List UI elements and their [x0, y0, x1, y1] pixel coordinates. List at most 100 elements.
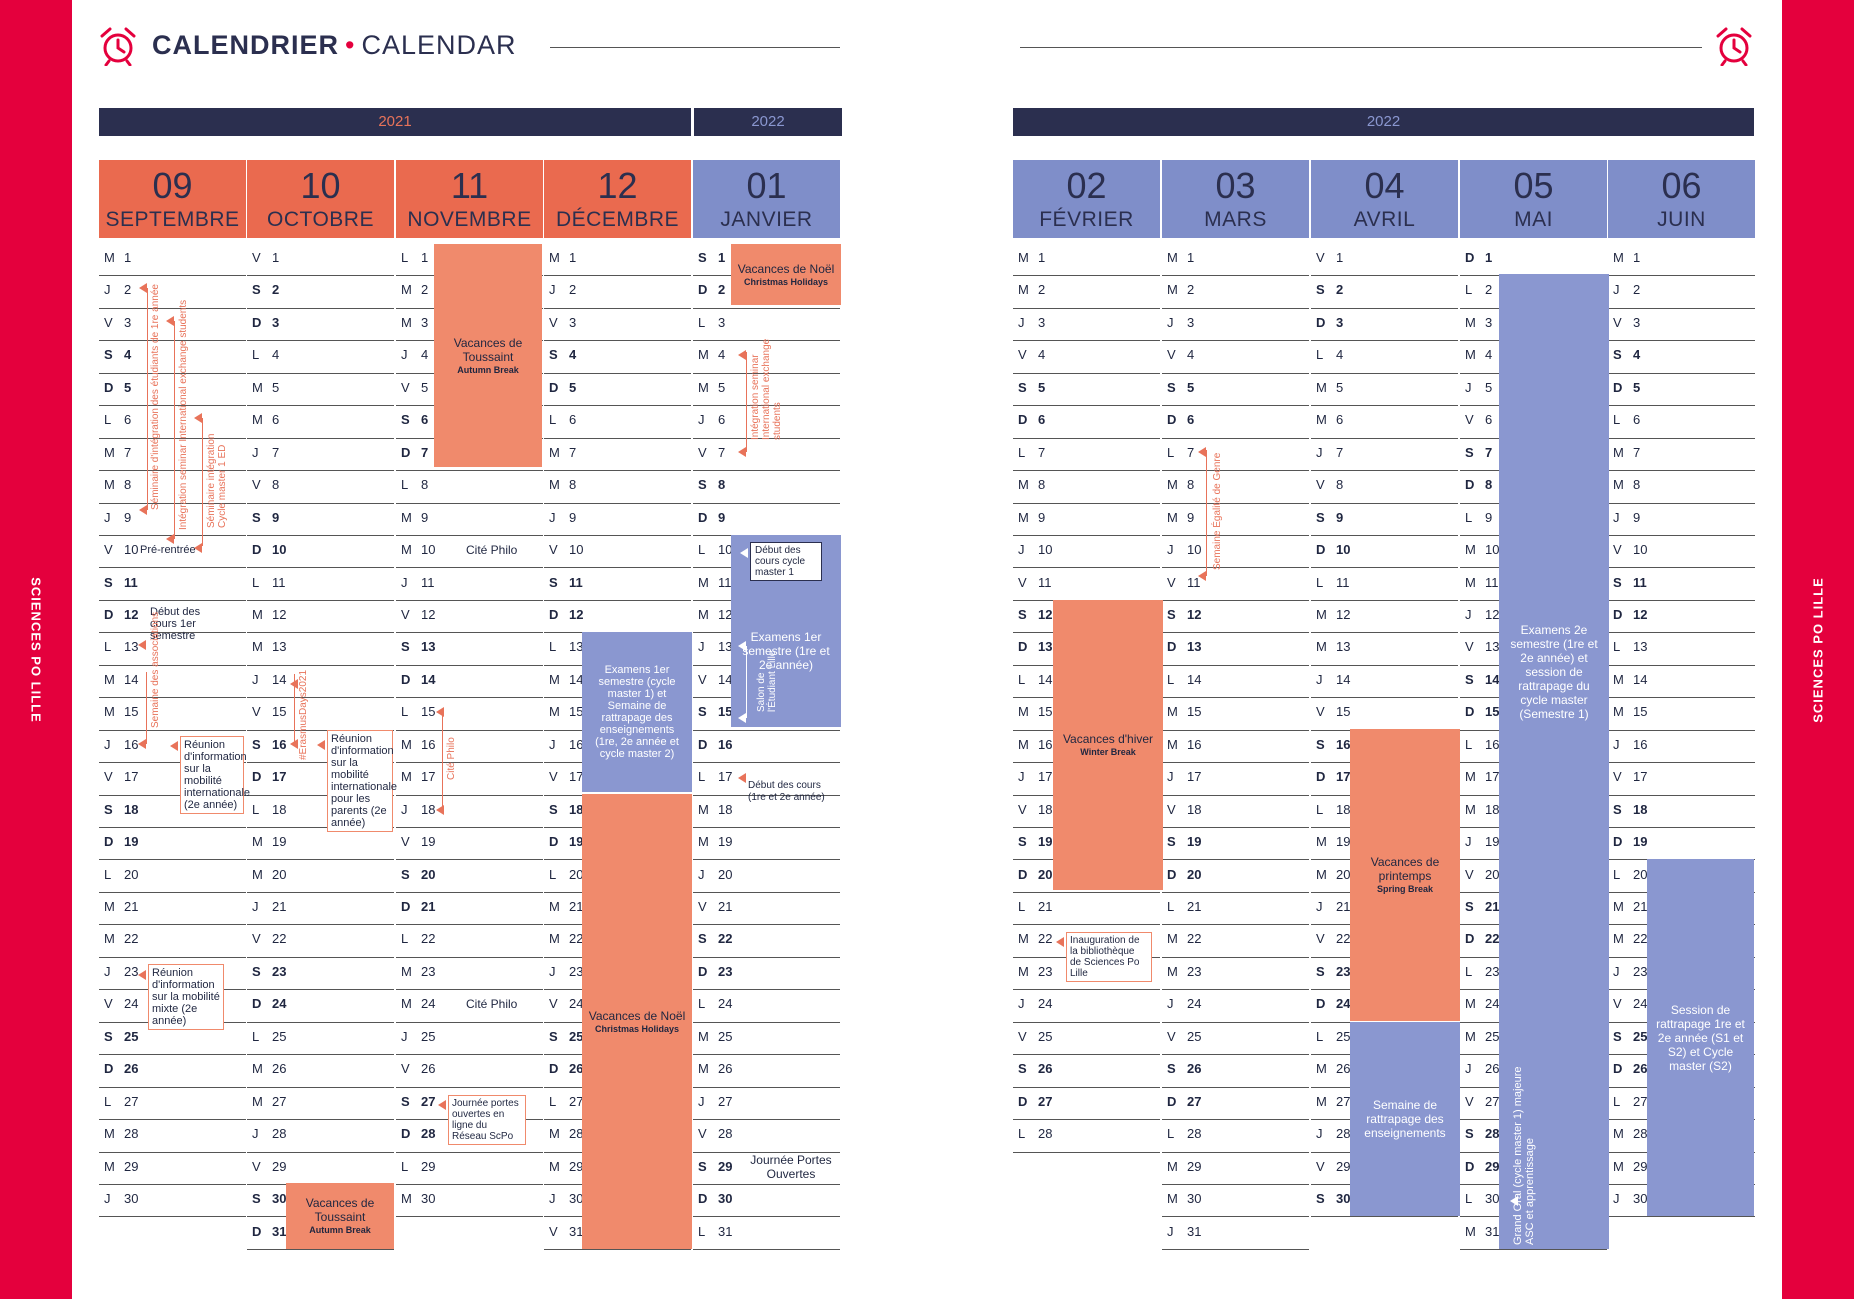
- day-row: J 30: [99, 1185, 246, 1218]
- day-number: 29: [1633, 1158, 1648, 1174]
- day-number: 18: [1038, 801, 1053, 817]
- day-number: 17: [569, 769, 584, 785]
- day-letter: J: [1465, 1061, 1472, 1077]
- day-number: 18: [1336, 801, 1351, 817]
- day-letter: M: [698, 1028, 709, 1044]
- day-number: 12: [1038, 606, 1053, 622]
- day-letter: J: [1465, 834, 1472, 850]
- day-row: J 24: [1162, 990, 1309, 1023]
- day-number: 28: [718, 1126, 733, 1142]
- day-letter: S: [1465, 1126, 1474, 1142]
- day-letter: V: [1167, 1028, 1176, 1044]
- month-name: MAI: [1514, 208, 1553, 231]
- day-number: 12: [124, 606, 139, 622]
- day-number: 22: [272, 931, 287, 947]
- day-row: S 23: [247, 958, 394, 991]
- day-letter: D: [401, 444, 411, 460]
- day-letter: V: [1465, 639, 1474, 655]
- day-row: J 28: [247, 1120, 394, 1153]
- day-number: 21: [124, 899, 139, 914]
- day-letter: L: [1167, 444, 1175, 460]
- note-sem-integ-master: Séminaire intégration Cycle master 1 ED: [206, 433, 228, 529]
- day-letter: J: [104, 963, 111, 979]
- day-row: J 25: [396, 1023, 543, 1056]
- block-hiver: Vacances d'hiver Winter Break: [1053, 600, 1163, 890]
- day-number: 6: [272, 412, 280, 428]
- day-number: 8: [718, 477, 726, 493]
- month-header-03: 03 MARS: [1162, 160, 1309, 238]
- line-sem-integ-master: [202, 418, 203, 546]
- day-row: J 18: [396, 796, 543, 829]
- block-toussaint-nov: Vacances de Toussaint Autumn Break: [434, 244, 542, 467]
- day-letter: L: [1018, 671, 1026, 687]
- day-number: 10: [718, 542, 733, 558]
- day-letter: M: [1465, 314, 1476, 330]
- page-title: CALENDRIER • CALENDAR: [152, 30, 517, 60]
- day-number: 29: [1336, 1158, 1351, 1174]
- day-letter: J: [401, 1028, 408, 1044]
- day-number: 27: [272, 1093, 287, 1109]
- day-number: 20: [1187, 866, 1202, 882]
- day-letter: S: [1465, 444, 1474, 460]
- day-letter: V: [549, 769, 558, 785]
- day-letter: L: [104, 866, 112, 882]
- day-row: J 11: [396, 569, 543, 601]
- day-number: 28: [421, 1126, 436, 1142]
- day-letter: D: [401, 1126, 411, 1142]
- day-number: 5: [569, 379, 577, 395]
- day-number: 1: [124, 250, 132, 265]
- day-number: 18: [1485, 801, 1500, 817]
- day-row: L 11: [247, 569, 394, 601]
- day-letter: V: [1167, 574, 1176, 590]
- day-letter: L: [104, 1093, 112, 1109]
- day-letter: S: [1316, 282, 1325, 298]
- day-letter: D: [698, 963, 708, 979]
- day-letter: D: [252, 542, 262, 558]
- day-number: 1: [1187, 250, 1195, 265]
- day-letter: J: [401, 574, 408, 590]
- day-number: 16: [1187, 736, 1202, 752]
- day-letter: M: [252, 379, 263, 395]
- day-number: 6: [1633, 412, 1641, 428]
- day-letter: M: [1018, 250, 1029, 265]
- day-number: 13: [421, 639, 436, 655]
- day-number: 3: [272, 314, 280, 330]
- day-number: 21: [421, 899, 436, 914]
- day-letter: L: [698, 314, 706, 330]
- day-number: 20: [1633, 866, 1648, 882]
- day-number: 2: [1633, 282, 1641, 298]
- day-number: 16: [718, 736, 733, 752]
- day-number: 22: [124, 931, 139, 947]
- day-row: D 26: [99, 1055, 246, 1088]
- day-letter: D: [1465, 250, 1475, 265]
- day-number: 24: [1485, 996, 1500, 1012]
- day-letter: D: [1613, 379, 1623, 395]
- day-row: M 16: [1162, 731, 1309, 764]
- day-letter: D: [1465, 1158, 1475, 1174]
- day-letter: D: [698, 282, 708, 298]
- day-number: 15: [1187, 704, 1202, 720]
- month-header-01: 01 JANVIER: [693, 160, 840, 238]
- day-letter: S: [252, 282, 261, 298]
- day-row: J 20: [693, 861, 840, 893]
- day-letter: V: [1167, 347, 1176, 363]
- day-number: 10: [569, 542, 584, 558]
- arrow-debut-cours-2: [738, 773, 746, 783]
- day-row: M 26: [693, 1055, 840, 1088]
- day-number: 21: [718, 899, 733, 914]
- day-number: 27: [569, 1093, 584, 1109]
- day-row: D 20: [1162, 861, 1309, 893]
- day-letter: M: [1018, 282, 1029, 298]
- arrow-salon-a: [738, 641, 746, 651]
- day-letter: L: [1167, 1126, 1175, 1142]
- day-row: D 24: [247, 990, 394, 1023]
- day-number: 6: [1485, 412, 1493, 428]
- day-number: 20: [718, 866, 733, 882]
- day-letter: M: [1018, 736, 1029, 752]
